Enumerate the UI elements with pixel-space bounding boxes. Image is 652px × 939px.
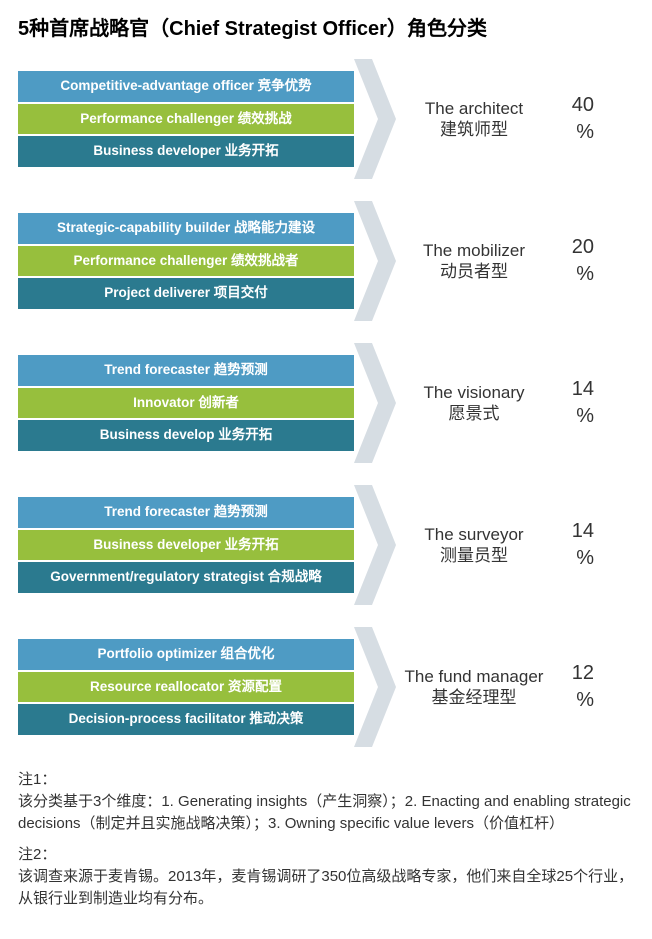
role-bar: Innovator 创新者 xyxy=(18,388,354,419)
role-percent: 20% xyxy=(546,234,596,288)
role-label-zh: 动员者型 xyxy=(402,261,546,282)
arrow-icon xyxy=(354,627,396,747)
percent-unit: % xyxy=(546,261,594,288)
role-bar: Decision-process facilitator 推动决策 xyxy=(18,704,354,735)
note-2: 注2： 该调查来源于麦肯锡。2013年，麦肯锡调研了350位高级战略专家，他们来… xyxy=(18,844,634,909)
role-label: The surveyor测量员型 xyxy=(396,524,546,567)
percent-unit: % xyxy=(546,119,594,146)
note-1: 注1： 该分类基于3个维度：1. Generating insights（产生洞… xyxy=(18,769,634,834)
role-label-zh: 愿景式 xyxy=(402,403,546,424)
percent-value: 12 xyxy=(546,660,594,687)
bars-arrow-wrap: Competitive-advantage officer 竞争优势Perfor… xyxy=(18,59,396,179)
role-percent: 40% xyxy=(546,92,596,146)
percent-unit: % xyxy=(546,687,594,714)
role-label-en: The architect xyxy=(402,98,546,119)
role-bar: Business developer 业务开拓 xyxy=(18,136,354,167)
role-bar: Performance challenger 绩效挑战者 xyxy=(18,246,354,277)
role-bar: Government/regulatory strategist 合规战略 xyxy=(18,562,354,593)
note-2-title: 注2： xyxy=(18,844,634,866)
percent-unit: % xyxy=(546,545,594,572)
percent-unit: % xyxy=(546,403,594,430)
percent-value: 40 xyxy=(546,92,594,119)
bars-column: Competitive-advantage officer 竞争优势Perfor… xyxy=(18,71,354,168)
groups-container: Competitive-advantage officer 竞争优势Perfor… xyxy=(18,59,634,747)
role-label-zh: 测量员型 xyxy=(402,545,546,566)
role-group: Competitive-advantage officer 竞争优势Perfor… xyxy=(18,59,634,179)
role-label-zh: 建筑师型 xyxy=(402,119,546,140)
arrow-icon xyxy=(354,343,396,463)
arrow-icon xyxy=(354,201,396,321)
role-bar: Competitive-advantage officer 竞争优势 xyxy=(18,71,354,102)
role-label: The visionary愿景式 xyxy=(396,382,546,425)
note-1-body: 该分类基于3个维度：1. Generating insights（产生洞察）；2… xyxy=(18,791,634,835)
role-bar: Business develop 业务开拓 xyxy=(18,420,354,451)
role-percent: 14% xyxy=(546,518,596,572)
role-label: The architect建筑师型 xyxy=(396,98,546,141)
bars-arrow-wrap: Portfolio optimizer 组合优化Resource realloc… xyxy=(18,627,396,747)
note-2-body: 该调查来源于麦肯锡。2013年，麦肯锡调研了350位高级战略专家，他们来自全球2… xyxy=(18,866,634,910)
role-label: The fund manager基金经理型 xyxy=(396,666,546,709)
bars-arrow-wrap: Trend forecaster 趋势预测Business developer … xyxy=(18,485,396,605)
role-bar: Resource reallocator 资源配置 xyxy=(18,672,354,703)
bars-column: Trend forecaster 趋势预测Business developer … xyxy=(18,497,354,594)
bars-column: Portfolio optimizer 组合优化Resource realloc… xyxy=(18,639,354,736)
role-label-zh: 基金经理型 xyxy=(402,687,546,708)
role-bar: Trend forecaster 趋势预测 xyxy=(18,497,354,528)
role-group: Strategic-capability builder 战略能力建设Perfo… xyxy=(18,201,634,321)
role-bar: Strategic-capability builder 战略能力建设 xyxy=(18,213,354,244)
role-percent: 14% xyxy=(546,376,596,430)
arrow-icon xyxy=(354,485,396,605)
role-label: The mobilizer动员者型 xyxy=(396,240,546,283)
bars-column: Trend forecaster 趋势预测Innovator 创新者Busine… xyxy=(18,355,354,452)
role-label-en: The mobilizer xyxy=(402,240,546,261)
bars-arrow-wrap: Trend forecaster 趋势预测Innovator 创新者Busine… xyxy=(18,343,396,463)
role-bar: Business developer 业务开拓 xyxy=(18,530,354,561)
note-1-title: 注1： xyxy=(18,769,634,791)
role-bar: Portfolio optimizer 组合优化 xyxy=(18,639,354,670)
percent-value: 14 xyxy=(546,376,594,403)
page-title: 5种首席战略官（Chief Strategist Officer）角色分类 xyxy=(18,12,634,41)
role-group: Trend forecaster 趋势预测Innovator 创新者Busine… xyxy=(18,343,634,463)
role-bar: Trend forecaster 趋势预测 xyxy=(18,355,354,386)
arrow-icon xyxy=(354,59,396,179)
role-percent: 12% xyxy=(546,660,596,714)
bars-column: Strategic-capability builder 战略能力建设Perfo… xyxy=(18,213,354,310)
notes-section: 注1： 该分类基于3个维度：1. Generating insights（产生洞… xyxy=(18,769,634,910)
percent-value: 20 xyxy=(546,234,594,261)
role-group: Trend forecaster 趋势预测Business developer … xyxy=(18,485,634,605)
role-group: Portfolio optimizer 组合优化Resource realloc… xyxy=(18,627,634,747)
role-label-en: The surveyor xyxy=(402,524,546,545)
role-bar: Project deliverer 项目交付 xyxy=(18,278,354,309)
role-label-en: The fund manager xyxy=(402,666,546,687)
role-bar: Performance challenger 绩效挑战 xyxy=(18,104,354,135)
bars-arrow-wrap: Strategic-capability builder 战略能力建设Perfo… xyxy=(18,201,396,321)
percent-value: 14 xyxy=(546,518,594,545)
role-label-en: The visionary xyxy=(402,382,546,403)
